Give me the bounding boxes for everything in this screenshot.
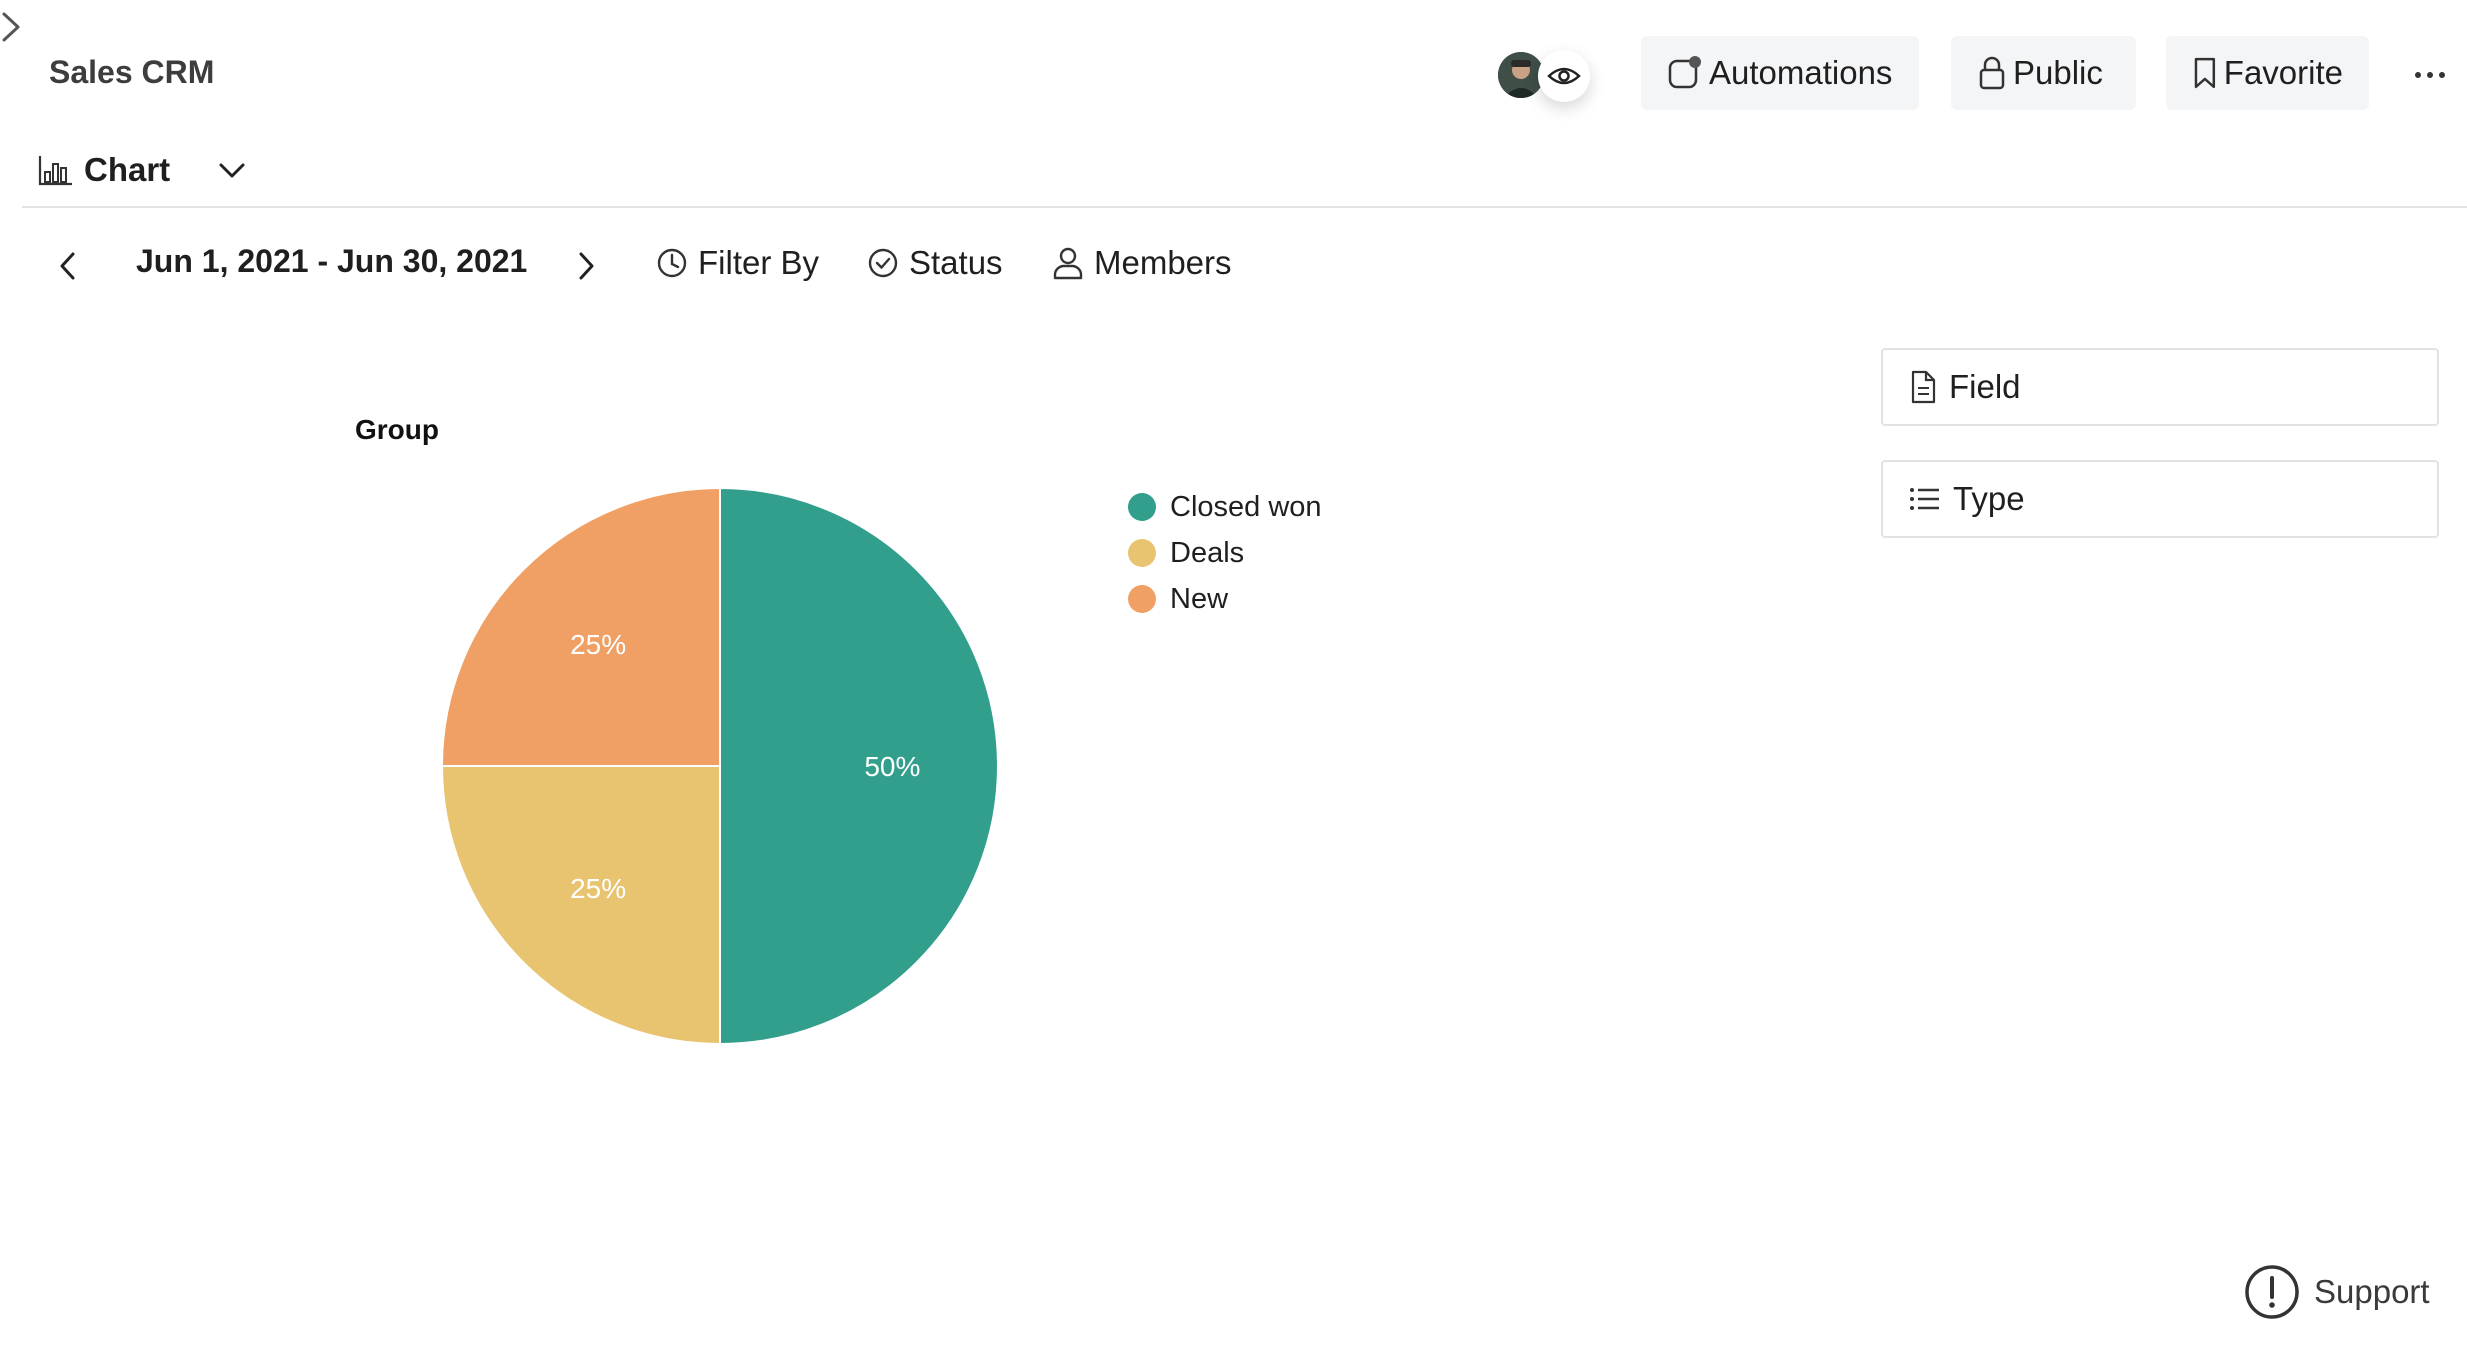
user-photo-icon [1498,52,1544,98]
status-filter-button[interactable]: Status [867,240,1003,286]
app-title: Sales CRM [49,54,215,90]
more-dot-icon [2439,72,2445,78]
chevron-down-icon[interactable] [216,154,248,186]
more-dot-icon [2415,72,2421,78]
legend-item-new[interactable]: New [1128,576,1322,622]
members-filter-button[interactable]: Members [1052,240,1232,286]
view-selector[interactable]: Chart [38,144,170,196]
legend-label: Closed won [1170,490,1322,523]
legend-label: New [1170,582,1229,615]
members-label: Members [1094,244,1232,281]
watchers-button[interactable] [1538,50,1590,102]
favorite-label: Favorite [2223,54,2343,91]
field-label: Field [1949,368,2021,405]
legend-item-closed-won[interactable]: Closed won [1128,484,1322,530]
view-label: Chart [84,151,171,188]
next-period-chevron-icon[interactable] [570,246,602,286]
pie-slice-deals[interactable] [440,765,721,1046]
type-label: Type [1953,480,2025,517]
date-range[interactable]: Jun 1, 2021 - Jun 30, 2021 [136,243,528,279]
chart-title: Group [355,414,439,445]
legend-swatch [1128,539,1156,567]
type-selector[interactable]: Type [1881,460,2439,538]
pie-slice-label: 25% [570,629,626,660]
person-icon [1053,247,1083,280]
avatar[interactable] [1498,52,1544,98]
chart-legend: Closed won Deals New [1128,484,1322,622]
support-button[interactable]: Support [2244,1262,2430,1322]
pie-slice-new[interactable] [440,486,721,767]
favorite-button[interactable]: Favorite [2166,36,2369,110]
legend-swatch [1128,585,1156,613]
more-dot-icon [2427,72,2433,78]
legend-swatch [1128,493,1156,521]
lock-icon [1979,56,2005,90]
list-icon [1910,488,1939,510]
pie-chart: 50% 25% 25% [440,486,999,1046]
automations-icon [1668,56,1701,89]
check-circle-icon [868,248,898,278]
filter-by-label: Filter By [698,244,820,281]
collaborators[interactable] [1498,50,1594,102]
public-button[interactable]: Public [1951,36,2136,110]
previous-period-chevron-icon[interactable] [52,246,84,286]
pie-slice-label: 25% [570,873,626,904]
automations-label: Automations [1709,54,1893,91]
status-label: Status [909,244,1003,281]
pie-slice-label: 50% [864,751,920,782]
eye-icon [1547,67,1581,85]
automations-button[interactable]: Automations [1641,36,1919,110]
bookmark-icon [2194,57,2216,89]
more-options-button[interactable] [2405,52,2455,98]
exclamation-circle-icon [2245,1265,2299,1319]
header-divider [22,206,2467,208]
expand-sidebar-chevron-icon[interactable] [0,8,24,46]
filter-by-button[interactable]: Filter By [656,240,819,286]
public-label: Public [2013,54,2103,91]
field-selector[interactable]: Field [1881,348,2439,426]
pie-slice-closed-won[interactable] [719,486,999,1046]
bar-chart-icon [38,156,72,186]
legend-label: Deals [1170,536,1245,569]
clock-icon [657,248,687,278]
document-icon [1911,370,1936,404]
support-label: Support [2314,1273,2430,1310]
legend-item-deals[interactable]: Deals [1128,530,1322,576]
